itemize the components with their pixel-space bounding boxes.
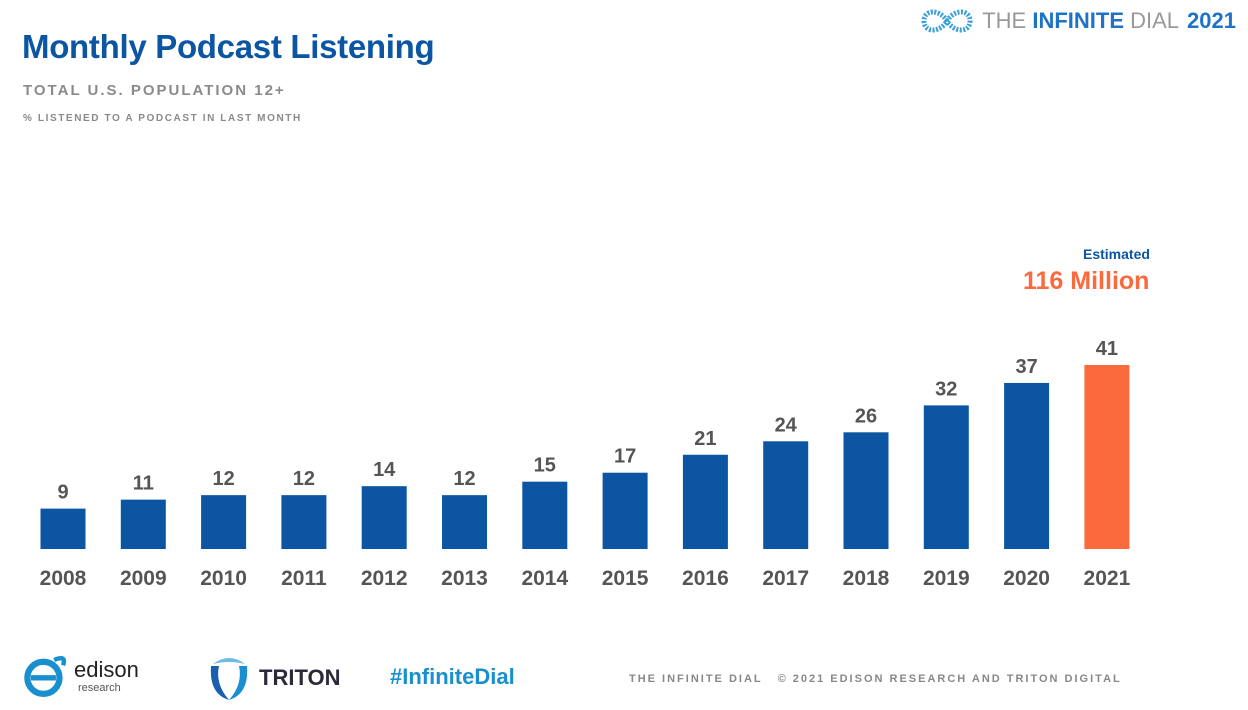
triton-logo: TRITON [205, 654, 340, 702]
triton-word: TRITON [259, 665, 341, 690]
bar-2020 [1004, 382, 1050, 549]
x-tick-label-2010: 2010 [200, 567, 247, 590]
x-tick-label-2017: 2017 [762, 567, 809, 590]
triton-icon [210, 658, 248, 700]
footer: edison research TRITON #InfiniteDial THE… [0, 640, 1248, 710]
x-tick-label-2016: 2016 [682, 567, 729, 590]
estimate-value: 116 Million [1023, 267, 1150, 295]
x-tick-label-2014: 2014 [521, 567, 568, 590]
bar-2012 [361, 486, 407, 549]
data-label-2018: 26 [855, 405, 877, 427]
x-tick-label-2009: 2009 [120, 567, 167, 590]
bar-2013 [442, 495, 487, 549]
bar-2016 [682, 454, 728, 549]
measure-label: % LISTENED TO A PODCAST IN LAST MONTH [23, 113, 302, 124]
x-tick-label-2021: 2021 [1084, 567, 1131, 590]
bar-2019 [923, 405, 969, 549]
data-label-2019: 32 [935, 378, 957, 400]
bar-2015 [602, 472, 648, 549]
data-label-2020: 37 [1015, 356, 1037, 378]
data-label-2016: 21 [694, 428, 716, 450]
bar-2009 [120, 499, 166, 549]
x-tick-label-2019: 2019 [923, 567, 970, 590]
x-tick-label-2008: 2008 [40, 567, 87, 590]
bar-2011 [281, 495, 327, 549]
x-tick-label-2012: 2012 [361, 567, 408, 590]
data-label-2011: 12 [293, 468, 315, 490]
x-tick-label-2020: 2020 [1003, 567, 1050, 590]
brand-bold: INFINITE [1032, 8, 1124, 33]
edison-sub: research [78, 681, 121, 694]
estimate-label: Estimated [1083, 246, 1150, 262]
data-label-2010: 12 [212, 468, 234, 490]
data-label-2021: 41 [1096, 338, 1118, 360]
data-label-2008: 9 [57, 482, 68, 504]
data-label-2015: 17 [614, 446, 636, 468]
hashtag-link[interactable]: #InfiniteDial [390, 664, 515, 689]
x-tick-label-2013: 2013 [441, 567, 488, 590]
x-tick-label-2018: 2018 [843, 567, 890, 590]
edison-e-icon [24, 655, 67, 697]
infinite-dial-logo: THE INFINITE DIAL 2021 [920, 6, 1236, 36]
x-tick-label-2015: 2015 [602, 567, 649, 590]
x-tick-label-2011: 2011 [281, 567, 327, 590]
copyright: THE INFINITE DIAL © 2021 EDISON RESEARCH… [629, 673, 1122, 685]
data-label-2013: 12 [453, 468, 475, 490]
bar-2014 [522, 481, 568, 549]
bar-2018 [843, 432, 889, 549]
bar-chart: 9 2008 11 2009 12 2010 12 2011 14 2012 12 2013 15 201… [40, 338, 1131, 590]
data-label-2017: 24 [775, 414, 798, 436]
bar-2017 [763, 441, 809, 549]
brand-suffix: DIAL [1130, 8, 1180, 33]
infinity-icon [921, 9, 973, 33]
subtitle: TOTAL U.S. POPULATION 12+ [23, 82, 286, 99]
edison-word: edison [74, 656, 139, 682]
bar-2008 [40, 508, 86, 549]
data-label-2009: 11 [133, 473, 154, 495]
data-label-2014: 15 [534, 455, 556, 477]
brand-prefix: THE [982, 8, 1027, 33]
bar-2010 [201, 495, 247, 549]
edison-text: edison research [74, 656, 139, 695]
bar-2021 [1084, 365, 1130, 549]
page-title: Monthly Podcast Listening [22, 28, 435, 65]
edison-logo: edison research [22, 650, 139, 702]
brand-year: 2021 [1187, 8, 1236, 33]
data-label-2012: 14 [373, 459, 396, 481]
